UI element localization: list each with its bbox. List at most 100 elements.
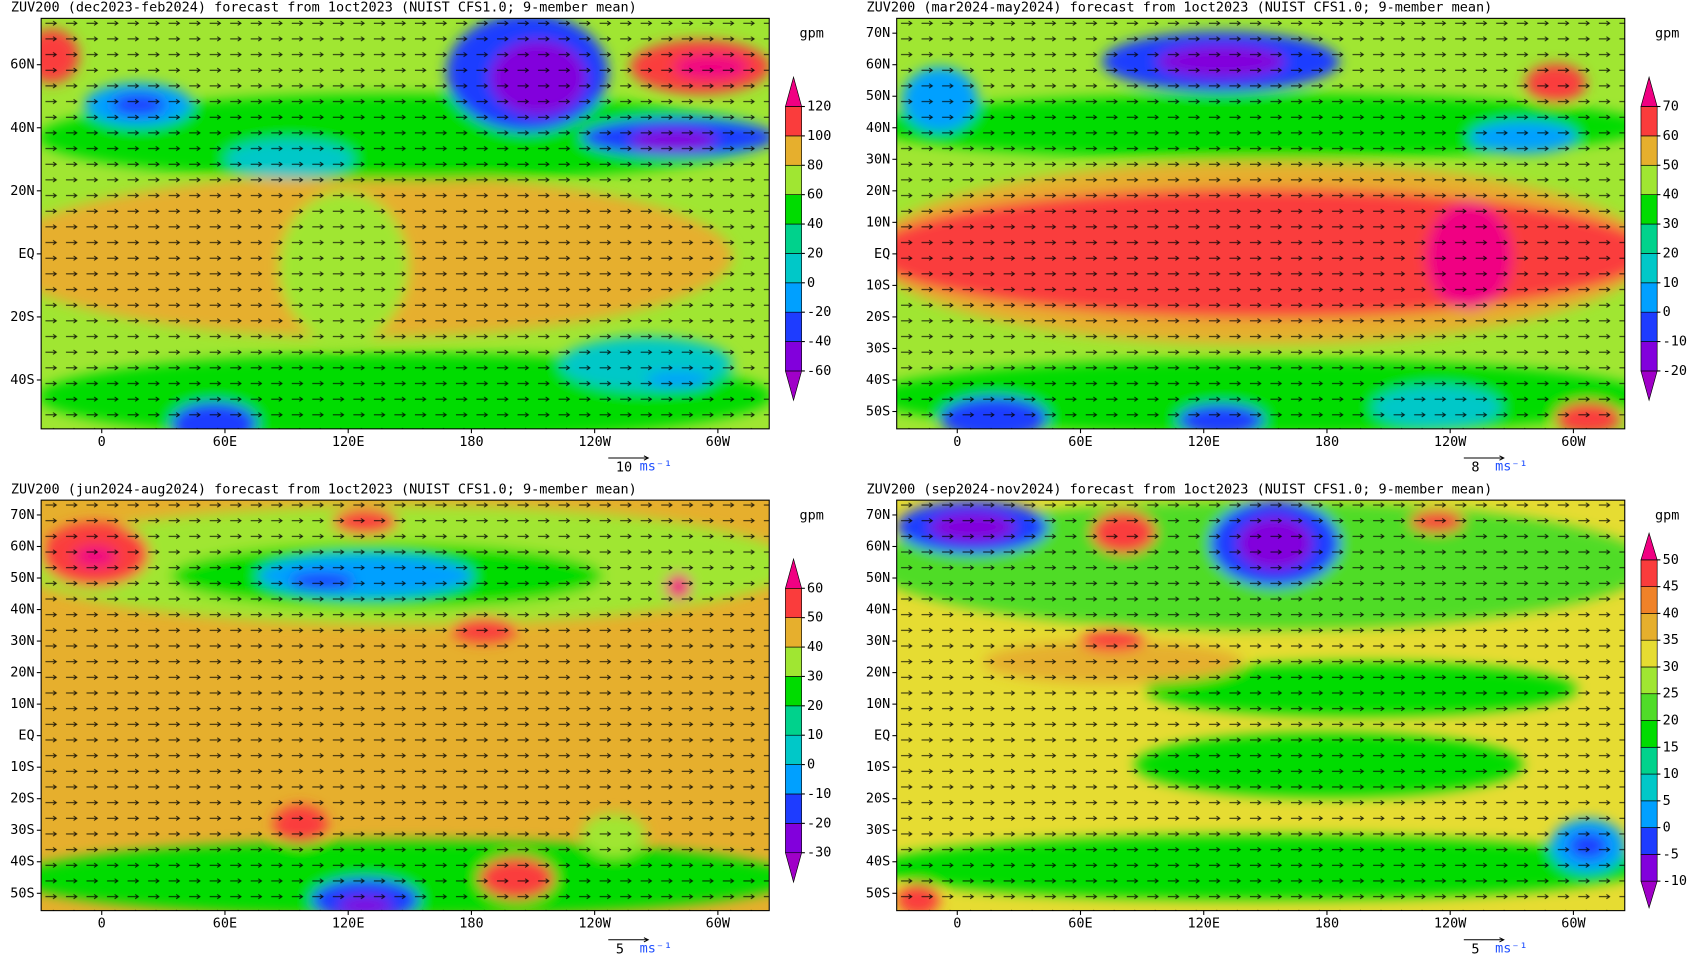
y-tick-label: 20N — [866, 665, 890, 681]
y-tick-label: EQ — [18, 246, 34, 262]
colorbar-label: 10 — [1663, 766, 1679, 782]
x-tick-label: 120W — [578, 434, 611, 450]
x-tick-label: 60E — [213, 916, 237, 932]
y-tick-label: 20N — [10, 665, 34, 681]
x-tick-label: 60W — [706, 916, 731, 932]
colorbar-bin — [785, 341, 802, 372]
colorbar-label: 30 — [1663, 216, 1679, 232]
colorbar-bin — [785, 676, 802, 707]
x-tick-label: 120W — [1434, 916, 1467, 932]
colorbar-bin — [785, 793, 802, 824]
colorbar-label: -20 — [807, 815, 831, 831]
colorbar-label: -20 — [1663, 363, 1687, 379]
y-tick-label: 10S — [10, 759, 34, 775]
x-tick-label: 180 — [459, 434, 483, 450]
y-tick-label: 10S — [866, 759, 890, 775]
map-frame — [896, 17, 1626, 430]
x-tick-label: 120E — [1187, 916, 1220, 932]
map-frame — [40, 499, 770, 912]
y-tick-label: 60N — [866, 57, 890, 73]
y-tick-label: 20S — [866, 309, 890, 325]
colorbar-label: 20 — [807, 245, 823, 261]
colorbar-unit: gpm — [799, 25, 823, 41]
colorbar-bin — [1640, 253, 1658, 284]
colorbar-label: 60 — [1663, 128, 1679, 144]
colorbar-label: 40 — [807, 639, 823, 655]
colorbar-bin — [785, 282, 802, 313]
colorbar-label: 10 — [1663, 275, 1679, 291]
y-tick-label: 70N — [866, 25, 890, 41]
colorbar-label: -20 — [807, 304, 831, 320]
x-tick-label: 180 — [1315, 434, 1339, 450]
y-tick-label: 60N — [866, 538, 890, 554]
colorbar-label: -5 — [1663, 846, 1679, 862]
x-tick-label: 60W — [1561, 916, 1586, 932]
colorbar-bin — [1640, 720, 1658, 748]
colorbar-label: 10 — [807, 727, 823, 743]
colorbar-label: 100 — [807, 128, 831, 144]
colorbar-label: 60 — [807, 187, 823, 203]
panel-title: ZUV200 (mar2024-may2024) forecast from 1… — [866, 0, 1492, 16]
colorbar-bin — [1640, 773, 1658, 802]
colorbar-cap — [785, 852, 803, 884]
reference-vector — [1463, 937, 1505, 943]
colorbar-bin — [1640, 311, 1658, 342]
wind-vectors — [41, 18, 770, 429]
y-tick-label: 50S — [866, 885, 890, 901]
y-tick-label: 40N — [866, 120, 890, 136]
y-tick-label: 70N — [866, 507, 890, 523]
colorbar-label: 60 — [807, 580, 823, 596]
colorbar-bin — [1640, 223, 1658, 254]
colorbar-bin — [785, 164, 802, 195]
y-tick-label: EQ — [874, 246, 890, 262]
colorbar-bin — [1640, 666, 1658, 695]
colorbar-label: 45 — [1663, 579, 1679, 595]
colorbar-label: 50 — [1663, 552, 1679, 568]
panel-title: ZUV200 (dec2023-feb2024) forecast from 1… — [11, 0, 637, 16]
x-tick-label: 0 — [953, 916, 961, 932]
reference-unit: ms⁻¹ — [640, 459, 673, 475]
x-tick-label: 120E — [332, 434, 365, 450]
colorbar-label: 50 — [807, 610, 823, 626]
reference-unit: ms⁻¹ — [640, 940, 673, 956]
y-tick-label: 10N — [866, 214, 890, 230]
colorbar-bin — [1640, 135, 1658, 166]
colorbar-label: 80 — [807, 157, 823, 173]
colorbar-label: 50 — [1663, 157, 1679, 173]
reference-value: 5 — [616, 942, 624, 956]
colorbar-bin — [785, 135, 802, 166]
y-tick-label: 30S — [10, 822, 34, 838]
colorbar-label: 5 — [1663, 793, 1671, 809]
map-frame — [896, 499, 1626, 912]
colorbar-bin — [1640, 282, 1658, 313]
colorbar-bin — [785, 823, 802, 854]
colorbar-label: 20 — [807, 698, 823, 714]
panel-title: ZUV200 (sep2024-nov2024) forecast from 1… — [866, 481, 1492, 497]
reference-vector — [608, 937, 650, 943]
colorbar-cap — [1640, 370, 1658, 402]
colorbar-bin — [785, 734, 802, 765]
reference-vector — [608, 455, 650, 461]
reference-vector — [1463, 455, 1505, 461]
map-panel: ZUV200 (mar2024-may2024) forecast from 1… — [866, 0, 1687, 476]
field — [41, 18, 770, 429]
panel-title: ZUV200 (jun2024-aug2024) forecast from 1… — [11, 481, 637, 497]
colorbar-bin — [785, 617, 802, 648]
colorbar-label: 120 — [807, 99, 831, 115]
y-tick-label: 20N — [10, 183, 34, 199]
y-tick-label: 40S — [866, 854, 890, 870]
colorbar-label: -30 — [807, 845, 831, 861]
y-tick-label: EQ — [18, 728, 34, 744]
reference-unit: ms⁻¹ — [1495, 459, 1528, 475]
y-tick-label: 70N — [10, 507, 34, 523]
x-tick-label: 180 — [1315, 916, 1339, 932]
colorbar-bin — [1640, 854, 1658, 882]
reference-value: 10 — [616, 460, 632, 476]
y-tick-label: 50S — [866, 404, 890, 420]
colorbar-cap — [1640, 531, 1658, 561]
colorbar-label: 0 — [1663, 304, 1671, 320]
colorbar-label: 20 — [1663, 245, 1679, 261]
y-tick-label: 50N — [866, 88, 890, 104]
